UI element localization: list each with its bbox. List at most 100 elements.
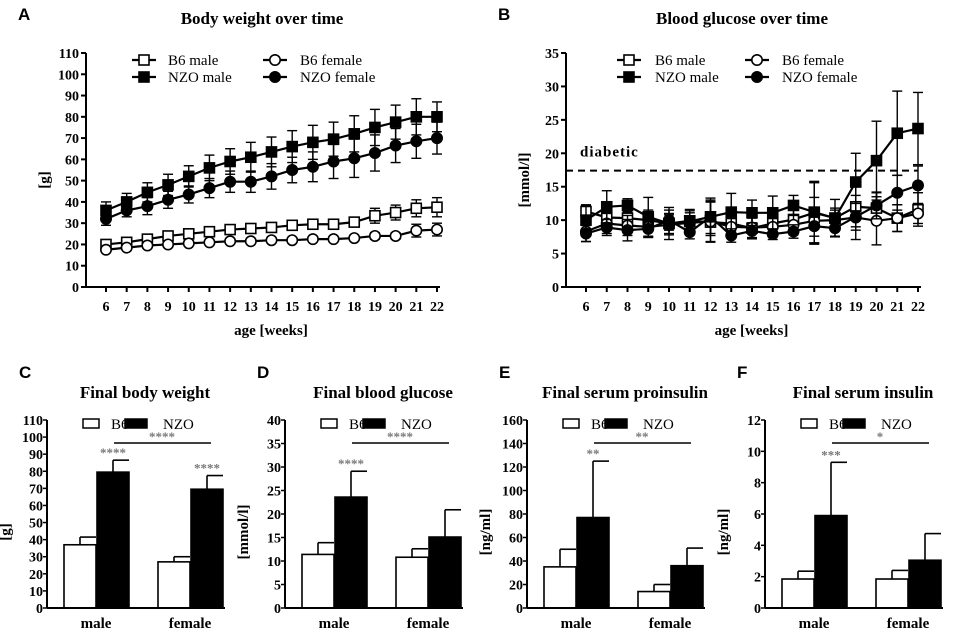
data-point (265, 146, 278, 158)
y-tick-label: 12 (747, 414, 761, 429)
legend-item: NZO female (745, 70, 858, 86)
y-tick-label: 10 (545, 214, 559, 229)
legend-label: NZO female (782, 70, 858, 86)
y-tick-label: 160 (502, 414, 523, 429)
significance-stars: **** (194, 461, 220, 476)
x-tick-label: 21 (409, 300, 423, 315)
legend-item: B6 female (745, 53, 844, 69)
data-point (286, 164, 299, 177)
y-tick-label: 10 (747, 445, 761, 460)
data-point (307, 218, 319, 231)
panel-letter: C (19, 363, 31, 382)
y-tick-label: 20 (509, 579, 523, 594)
legend-marker (750, 53, 763, 66)
y-tick-label: 5 (552, 248, 559, 263)
y-tick-label: 0 (516, 602, 523, 617)
data-point (244, 235, 257, 248)
x-tick-label: 11 (683, 300, 696, 315)
significance-bracket-stars: **** (387, 429, 413, 444)
data-point (327, 155, 340, 168)
y-tick-label: 70 (65, 132, 79, 147)
x-tick-label: 11 (203, 300, 216, 315)
data-point (746, 206, 758, 219)
data-point (431, 201, 443, 214)
legend-marker (750, 71, 763, 84)
y-tick-label: 25 (545, 114, 559, 129)
data-point (224, 175, 237, 188)
bar-b6-male (301, 553, 335, 609)
x-tick-label: 12 (704, 300, 718, 315)
chart-title: Final serum insulin (793, 383, 934, 402)
x-tick-label: 16 (306, 300, 320, 315)
data-point (369, 121, 381, 134)
data-point (430, 223, 443, 236)
y-tick-label: 60 (29, 499, 43, 514)
data-point (410, 111, 423, 123)
bar-b6-female (395, 556, 429, 609)
data-point (787, 225, 800, 238)
legend-swatch (362, 418, 386, 429)
chart-title: Blood glucose over time (656, 9, 828, 28)
bar-b6-male (781, 578, 815, 609)
data-point (327, 133, 340, 145)
y-tick-label: 10 (267, 555, 281, 570)
x-tick-label: 15 (285, 300, 299, 315)
y-tick-label: 8 (754, 477, 761, 492)
panel-b-line-chart: B Blood glucose over time 0 5 10 15 20 25 30 35 6 7… (498, 5, 925, 339)
data-point (265, 234, 278, 247)
y-axis-label: [ng/ml] (716, 509, 732, 556)
data-point (725, 206, 738, 218)
data-point (621, 224, 634, 237)
x-category-label: male (319, 616, 350, 632)
y-tick-label: 20 (65, 238, 79, 253)
x-tick-label: 19 (368, 300, 382, 315)
data-point (368, 229, 381, 242)
data-point (327, 233, 340, 246)
legend-item: NZO male (132, 70, 232, 86)
data-point (891, 127, 904, 140)
series-b6-female (100, 222, 443, 256)
x-tick-label: 17 (327, 300, 341, 315)
x-axis-label: age [weeks] (234, 323, 308, 339)
legend-label: NZO (163, 417, 194, 433)
data-point (870, 154, 883, 167)
significance-stars: ** (587, 446, 600, 461)
legend-label: B6 male (168, 53, 219, 69)
legend-marker (268, 53, 281, 66)
data-point (182, 170, 195, 183)
panel-letter: F (737, 363, 747, 382)
data-point (120, 204, 133, 217)
legend-label: NZO (401, 417, 432, 433)
y-tick-label: 0 (72, 281, 79, 296)
bar-b6-female (875, 578, 909, 609)
chart-title: Body weight over time (181, 9, 344, 28)
x-category-label: female (407, 616, 450, 632)
data-point (870, 199, 883, 212)
y-tick-label: 50 (65, 175, 79, 190)
legend-item: NZO male (617, 70, 719, 86)
x-tick-label: 14 (745, 300, 759, 315)
data-point (766, 228, 779, 241)
data-point (911, 179, 924, 192)
data-point (224, 223, 236, 236)
y-tick-label: 90 (29, 448, 43, 463)
bar-nzo-male (334, 496, 368, 609)
legend-marker (138, 71, 150, 83)
y-tick-label: 2 (754, 571, 761, 586)
data-point (891, 186, 904, 199)
y-tick-label: 100 (22, 431, 43, 446)
y-tick-label: 0 (552, 281, 559, 296)
x-tick-label: 10 (182, 300, 196, 315)
x-tick-label: 18 (828, 300, 842, 315)
data-point (368, 146, 381, 159)
x-tick-label: 10 (662, 300, 676, 315)
data-point (203, 225, 216, 238)
significance-bracket-stars: * (877, 429, 884, 444)
x-axis-label: age [weeks] (715, 323, 789, 339)
y-tick-label: 60 (509, 532, 523, 547)
x-tick-label: 20 (870, 300, 884, 315)
data-point (245, 151, 257, 164)
data-point (389, 116, 402, 128)
y-axis-label: [mmol/l] (236, 505, 252, 560)
data-point (224, 235, 237, 248)
